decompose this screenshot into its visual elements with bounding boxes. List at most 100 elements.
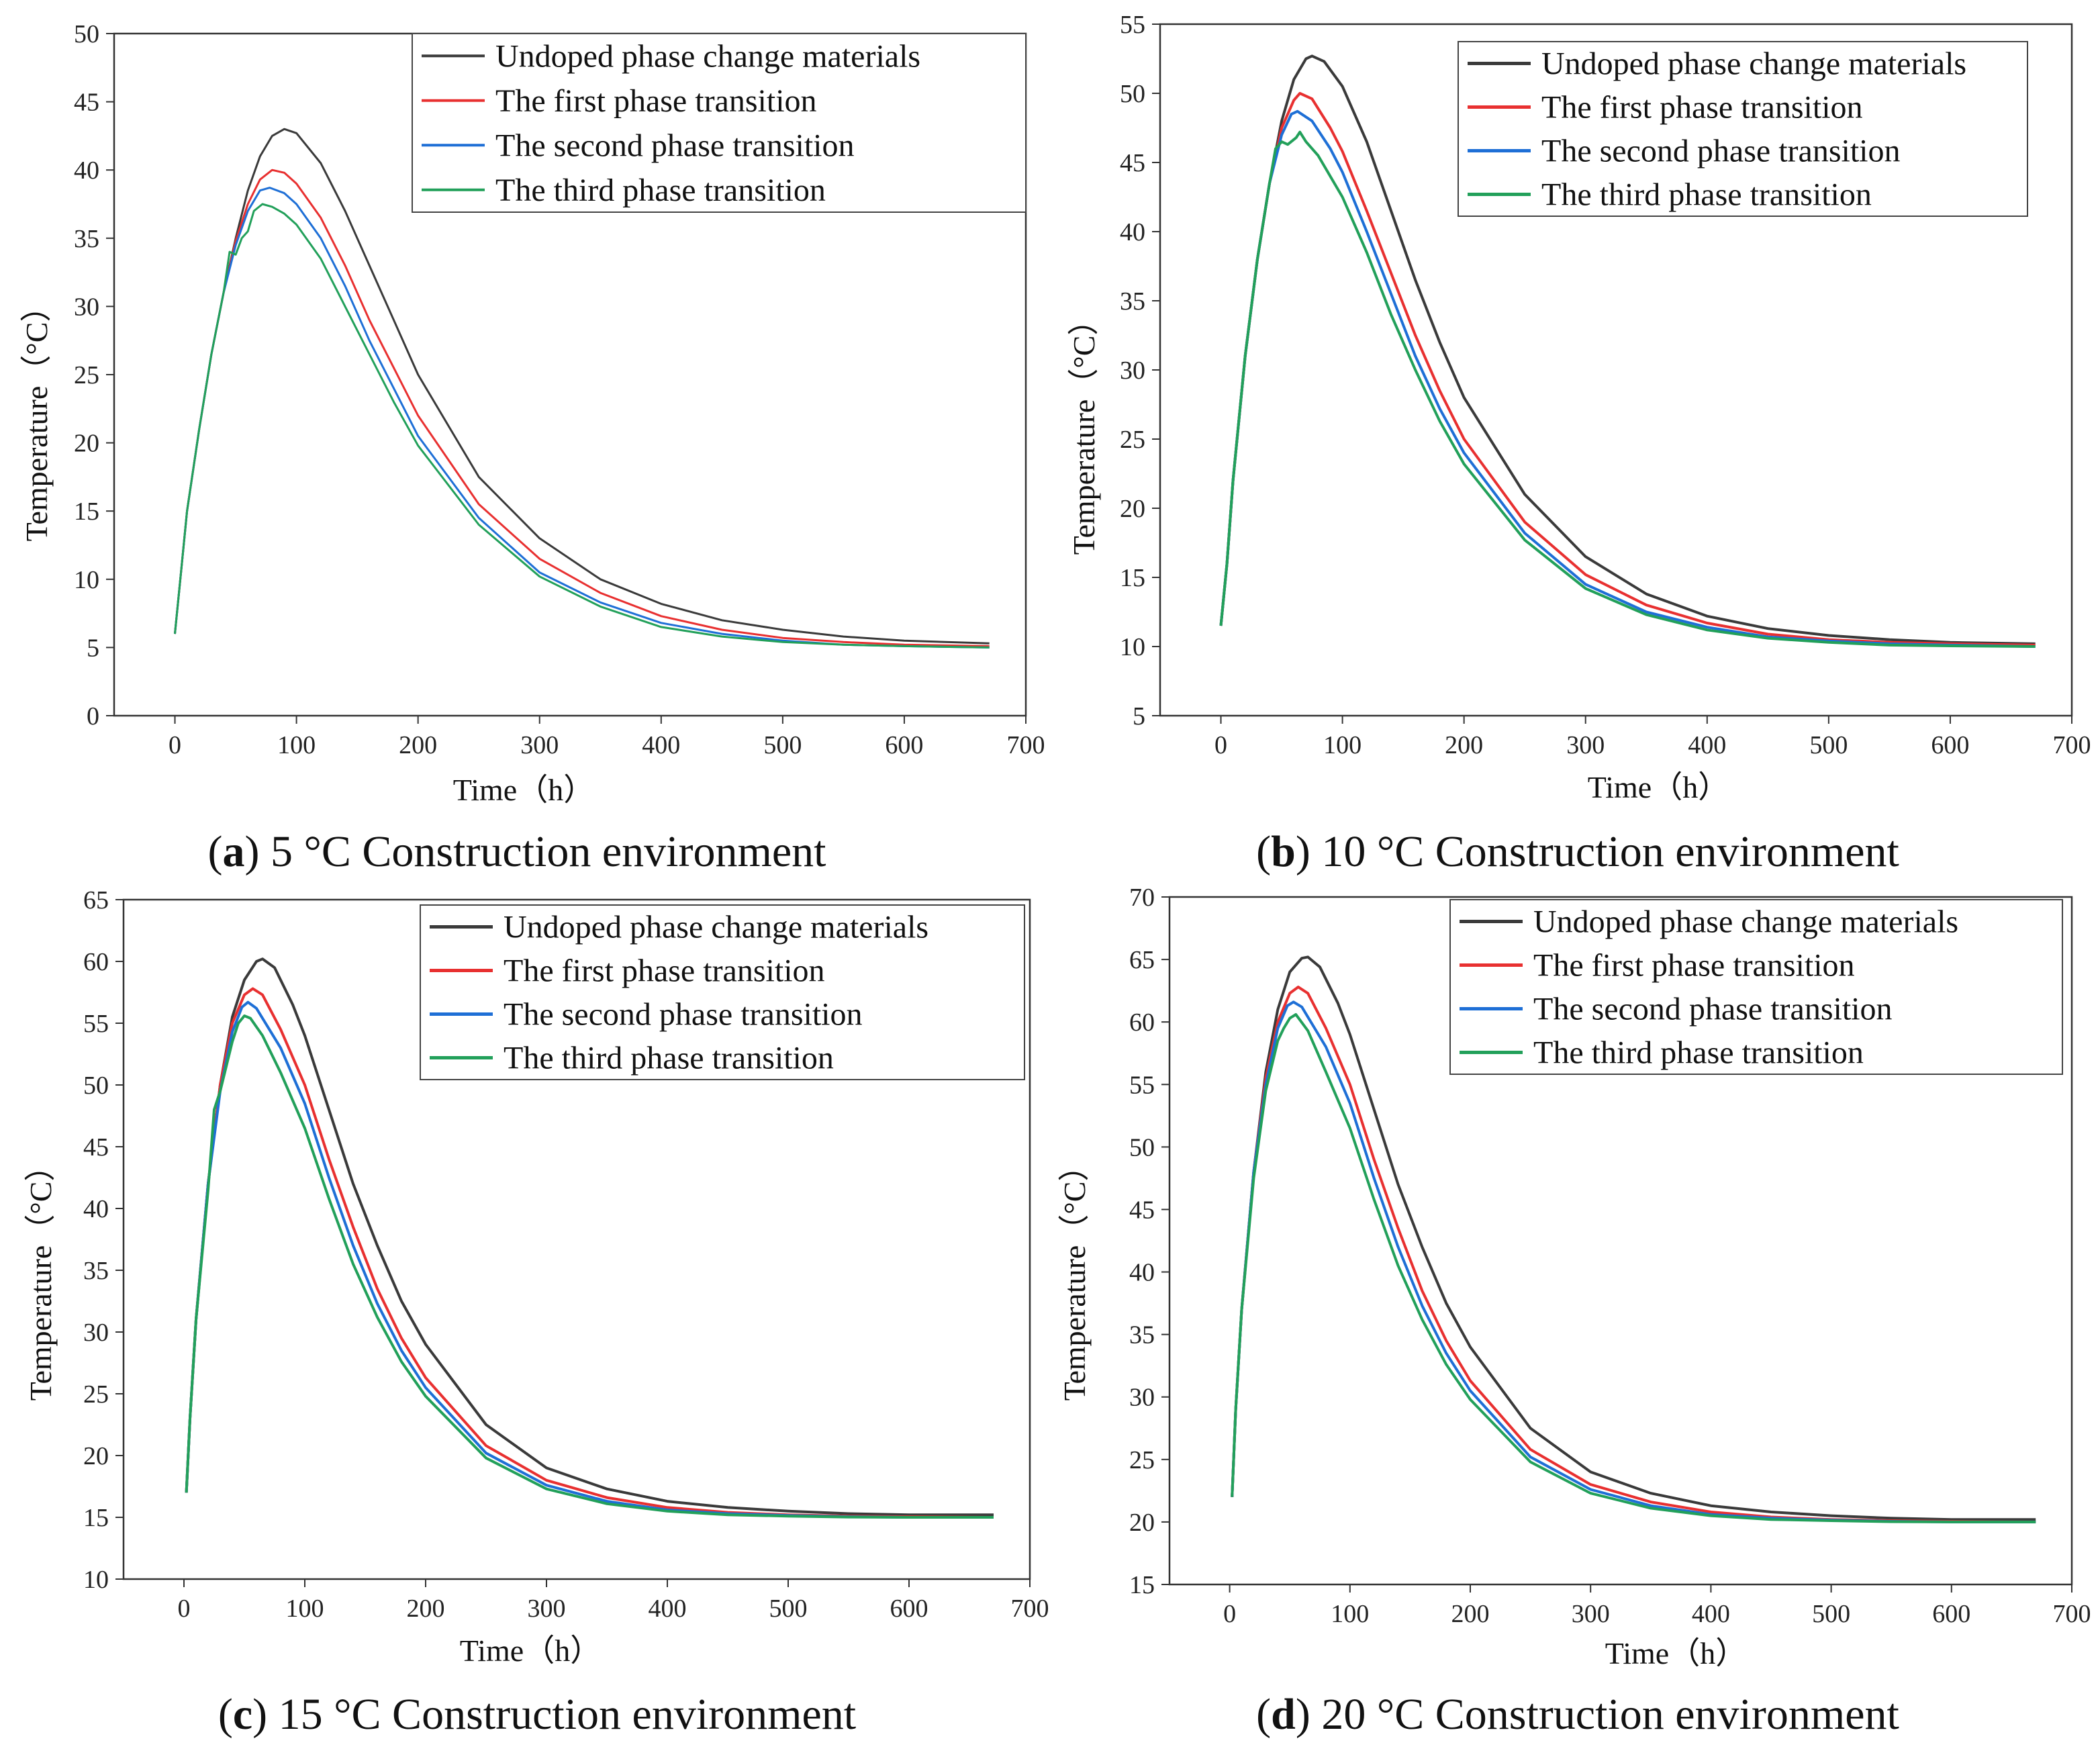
plot-frame	[122, 898, 1031, 1580]
chart-panel-d: 0 100 200 300 400 500 600 700 15 20 25 30 35 40 45 50 55…	[1057, 884, 2091, 1739]
legend-box	[1458, 41, 2028, 217]
caption-panel-letter: c	[233, 1690, 252, 1739]
legend: Undoped phase change materials The first …	[1458, 41, 2028, 217]
y-tick-label: 45	[1129, 1196, 1155, 1224]
legend-label: The third phase transition	[1533, 1035, 1864, 1071]
caption-open-paren: (	[208, 827, 223, 876]
y-tick-label: 60	[83, 948, 109, 976]
y-tick-label: 10	[83, 1566, 109, 1594]
x-tick-label: 0	[1223, 1600, 1236, 1628]
caption-text: ) 20 °C Construction environment	[1296, 1690, 1899, 1739]
x-axis-label: Time（h）	[460, 1633, 601, 1668]
y-axis-label: Temperature（°C）	[23, 1151, 58, 1401]
legend-label: The first phase transition	[495, 83, 817, 119]
x-tick-label: 300	[1572, 1600, 1610, 1628]
y-tick-label: 15	[74, 497, 99, 526]
series-line-4	[1219, 130, 2036, 648]
x-tick-label: 700	[1007, 731, 1045, 759]
legend: Undoped phase change materials The first …	[1449, 899, 2063, 1075]
y-tick-label: 25	[1129, 1446, 1155, 1474]
y-tick-label: 65	[83, 886, 109, 914]
series-line-4	[1231, 1013, 2036, 1523]
y-axis-label: Temperature（°C）	[19, 291, 54, 542]
y-tick-label: 55	[1120, 11, 1145, 39]
x-tick-label: 600	[1932, 1600, 1970, 1628]
x-tick-label: 600	[890, 1595, 928, 1623]
legend-label: The third phase transition	[495, 173, 826, 208]
y-tick-label: 70	[1129, 884, 1155, 912]
y-tick-label: 55	[83, 1010, 109, 1038]
y-axis-label: Temperature（°C）	[1067, 305, 1101, 555]
x-tick-label: 100	[1331, 1600, 1369, 1628]
x-tick-label: 200	[399, 731, 437, 759]
caption-text: ) 5 °C Construction environment	[245, 827, 826, 876]
y-tick-label: 45	[74, 89, 99, 117]
y-axis-label: Temperature（°C）	[1057, 1151, 1092, 1401]
x-tick-label: 0	[169, 731, 181, 759]
panel-caption: (d) 20 °C Construction environment	[1256, 1690, 1899, 1739]
series-line-4	[185, 1014, 994, 1519]
caption-text: ) 15 °C Construction environment	[252, 1690, 856, 1739]
y-tick-label: 40	[83, 1195, 109, 1223]
panel-caption: (a) 5 °C Construction environment	[208, 827, 826, 876]
y-tick-label: 30	[74, 293, 99, 321]
x-tick-label: 300	[520, 731, 559, 759]
y-tick-label: 35	[1129, 1321, 1155, 1349]
panel-caption: (c) 15 °C Construction environment	[218, 1690, 856, 1739]
x-tick-label: 500	[769, 1595, 808, 1623]
legend-label: The second phase transition	[1541, 134, 1901, 169]
y-tick-label: 40	[74, 156, 99, 185]
x-tick-label: 600	[1931, 731, 1969, 759]
x-tick-label: 500	[763, 731, 802, 759]
y-tick-label: 30	[1120, 357, 1145, 385]
x-tick-label: 700	[2053, 1600, 2091, 1628]
y-tick-label: 25	[74, 361, 99, 389]
x-tick-label: 0	[178, 1595, 191, 1623]
legend-label: The first phase transition	[1533, 948, 1855, 984]
chart-panel-c: 0 100 200 300 400 500 600 700 10 15 20 25 30 35 40 45 50…	[23, 886, 1049, 1739]
caption-panel-letter: d	[1271, 1690, 1296, 1739]
y-tick-label: 65	[1129, 946, 1155, 974]
caption-panel-letter: a	[223, 827, 245, 876]
caption-panel-letter: b	[1271, 827, 1296, 876]
legend-label: The second phase transition	[504, 997, 863, 1033]
y-tick-label: 50	[74, 20, 99, 48]
y-tick-label: 35	[83, 1257, 109, 1285]
y-tick-label: 35	[1120, 287, 1145, 316]
x-axis-label: Time（h）	[1588, 770, 1729, 804]
y-tick-label: 20	[74, 430, 99, 458]
chart-panel-a: 0 100 200 300 400 500 600 700 0 5 10 15 20 25 30 35 40 45…	[19, 20, 1045, 876]
series-line-1	[1231, 955, 2036, 1521]
x-tick-label: 700	[2053, 731, 2091, 759]
y-tick-label: 5	[1133, 702, 1145, 730]
x-tick-label: 400	[642, 731, 680, 759]
x-tick-label: 300	[528, 1595, 566, 1623]
y-tick-label: 45	[83, 1133, 109, 1161]
x-tick-label: 100	[1323, 731, 1362, 759]
caption-open-paren: (	[218, 1690, 233, 1739]
y-tick-label: 50	[83, 1072, 109, 1100]
x-tick-label: 600	[885, 731, 923, 759]
legend: Undoped phase change materials The first …	[412, 33, 1027, 213]
plot-frame	[1168, 896, 2073, 1586]
x-tick-label: 400	[649, 1595, 687, 1623]
legend-label: Undoped phase change materials	[1541, 46, 1966, 82]
legend-label: Undoped phase change materials	[1533, 904, 1958, 940]
y-tick-label: 15	[1129, 1571, 1155, 1599]
legend-box	[412, 33, 1027, 213]
y-tick-label: 20	[1129, 1509, 1155, 1537]
x-tick-label: 0	[1214, 731, 1227, 759]
x-tick-label: 500	[1812, 1600, 1850, 1628]
y-tick-label: 0	[87, 702, 99, 730]
y-tick-label: 15	[83, 1504, 109, 1532]
y-tick-label: 30	[1129, 1384, 1155, 1412]
series-line-3	[1231, 1000, 2036, 1523]
y-tick-label: 25	[1120, 426, 1145, 454]
x-axis-label: Time（h）	[453, 773, 594, 807]
y-tick-label: 50	[1120, 80, 1145, 108]
x-tick-label: 300	[1566, 731, 1605, 759]
x-tick-label: 200	[407, 1595, 445, 1623]
y-tick-label: 45	[1120, 149, 1145, 177]
x-tick-label: 700	[1011, 1595, 1049, 1623]
